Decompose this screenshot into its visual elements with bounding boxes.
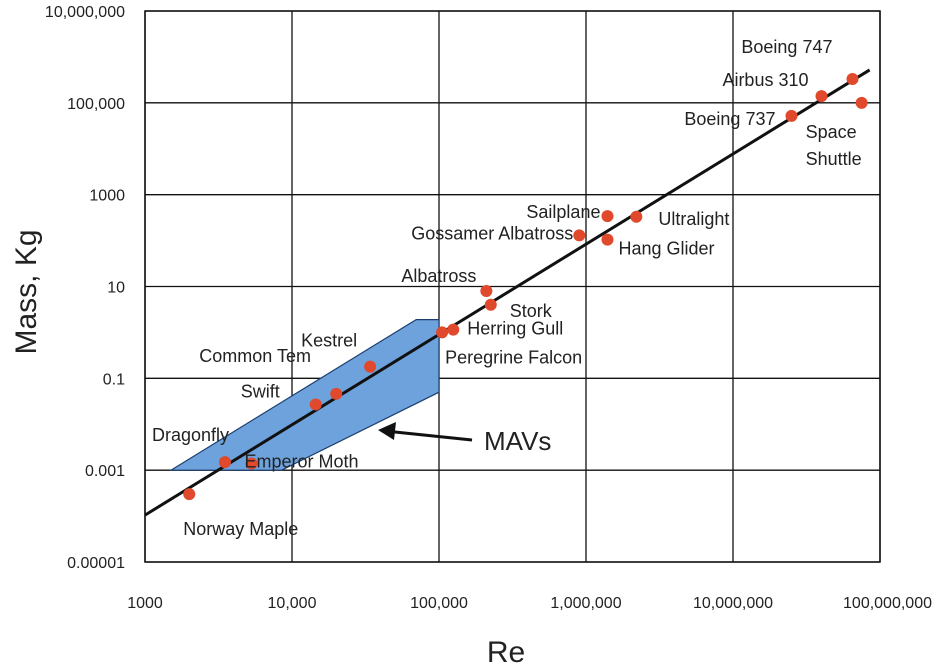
data-point-airbus-310 xyxy=(815,90,828,103)
y-tick-label: 10,000,000 xyxy=(45,4,125,21)
point-label: Albatross xyxy=(401,266,476,286)
x-tick-label: 10,000,000 xyxy=(693,595,773,612)
mav-region-layer xyxy=(168,319,440,471)
data-point-boeing-747 xyxy=(846,73,859,86)
point-label: Gossamer Albatross xyxy=(411,223,573,243)
point-labels-layer: Norway Maple Dragonfly Emperor Moth Swift Co… xyxy=(152,37,862,539)
y-tick-label: 0.00001 xyxy=(67,555,125,572)
data-point-ultralight xyxy=(630,210,643,223)
data-point-dragonfly xyxy=(218,456,231,469)
x-tick-label: 1000 xyxy=(127,595,163,612)
data-point-space-shuttle xyxy=(855,96,868,109)
mav-region xyxy=(168,319,440,471)
point-label: Boeing 737 xyxy=(684,109,775,129)
data-point-emperor-moth xyxy=(245,457,258,470)
point-label: Ultralight xyxy=(658,209,729,229)
x-axis-label: Re xyxy=(487,636,525,669)
y-tick-label: 0.001 xyxy=(85,463,125,480)
data-point-sailplane xyxy=(601,210,614,223)
data-points-layer xyxy=(183,73,868,501)
tick-labels-layer: 1000 10,000 100,000 1,000,000 10,000,000 100,… xyxy=(45,4,932,612)
y-axis-label: Mass, Kg xyxy=(10,229,43,354)
x-tick-label: 10,000 xyxy=(268,595,317,612)
point-label: Boeing 747 xyxy=(741,37,832,57)
x-tick-label: 100,000,000 xyxy=(843,595,932,612)
point-label: Space Shuttle xyxy=(806,122,862,169)
data-point-common-tem xyxy=(330,387,343,400)
x-tick-label: 1,000,000 xyxy=(550,595,621,612)
point-label: Peregrine Falcon xyxy=(445,347,582,367)
trend-line-layer xyxy=(144,68,871,517)
mav-arrow-head xyxy=(378,422,396,440)
grid xyxy=(144,10,881,563)
point-label: Dragonfly xyxy=(152,425,229,445)
mav-label: MAVs xyxy=(484,426,551,456)
data-point-kestrel xyxy=(364,360,377,373)
point-label: Norway Maple xyxy=(183,519,298,539)
y-tick-label: 10 xyxy=(107,280,125,297)
mav-arrow-shaft xyxy=(389,430,473,442)
point-label: Hang Glider xyxy=(618,239,714,259)
point-label: Sailplane xyxy=(526,202,600,222)
data-point-boeing-737 xyxy=(785,109,798,122)
y-tick-label: 100,000 xyxy=(67,96,125,113)
point-label: Common Tem xyxy=(199,346,311,366)
point-label: Herring Gull xyxy=(467,319,563,339)
data-point-albatross xyxy=(480,284,493,297)
data-point-peregrine-falcon xyxy=(436,326,449,339)
data-point-herring-gull xyxy=(447,323,460,336)
point-label: Airbus 310 xyxy=(722,70,808,90)
data-point-gossamer-albatross xyxy=(573,229,586,242)
data-point-hang-glider xyxy=(601,233,614,246)
y-tick-label: 1000 xyxy=(89,188,125,205)
x-tick-label: 100,000 xyxy=(410,595,468,612)
trend-line xyxy=(144,68,871,517)
point-label: Emperor Moth xyxy=(244,451,358,471)
point-label: Kestrel xyxy=(301,331,357,351)
data-point-swift xyxy=(309,398,322,411)
point-label: Stork xyxy=(510,301,553,321)
data-point-norway-maple xyxy=(183,488,196,501)
data-point-stork xyxy=(484,298,497,311)
point-label: Swift xyxy=(241,381,280,401)
y-tick-label: 0.1 xyxy=(103,371,125,388)
